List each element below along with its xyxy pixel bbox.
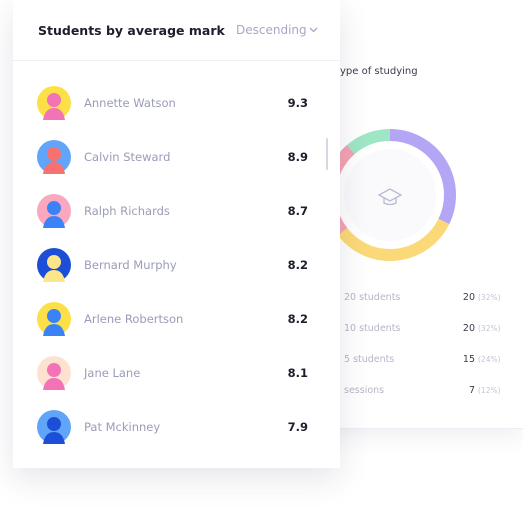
avatar-figure: [43, 324, 65, 336]
avatar: [37, 410, 71, 444]
student-name: Jane Lane: [84, 366, 141, 380]
avatar-figure: [43, 216, 65, 228]
student-name: Annette Watson: [84, 96, 176, 110]
type-row: 20 students 20 (32%): [320, 292, 523, 312]
student-name: Bernard Murphy: [84, 258, 177, 272]
type-share: (32%): [478, 324, 501, 333]
type-label: 5 students: [344, 354, 395, 365]
avatar-figure: [43, 108, 65, 120]
avatar-head: [47, 255, 61, 269]
student-name: Calvin Steward: [84, 150, 171, 164]
type-label: 20 students: [344, 292, 401, 303]
student-row: Arlene Robertson 8.2: [13, 292, 340, 346]
type-row: 10 students 20 (32%): [320, 323, 523, 343]
avatar-head: [47, 201, 61, 215]
card-title: Students by average mark: [38, 23, 225, 38]
avatar: [37, 140, 71, 174]
student-row: Jane Lane 8.1: [13, 346, 340, 400]
type-label: sessions: [344, 385, 385, 396]
student-name: Arlene Robertson: [84, 312, 184, 326]
avatar-head: [47, 309, 61, 323]
avatar-head: [47, 417, 61, 431]
avatar: [37, 356, 71, 390]
student-row: Bernard Murphy 8.2: [13, 238, 340, 292]
type-card: ype of studying 20 students 20 (32%) 10 stu…: [320, 0, 523, 429]
student-mark: 8.7: [287, 204, 308, 218]
student-row: Calvin Steward 8.9: [13, 130, 340, 184]
donut-segment: [389, 129, 456, 225]
type-row: 5 students 15 (24%): [320, 354, 523, 374]
student-mark: 8.9: [287, 150, 308, 164]
donut-segment: [337, 218, 450, 261]
type-count: 7: [468, 385, 475, 396]
card-header: Students by average mark Descending: [13, 0, 340, 61]
card-title: ype of studying: [340, 66, 418, 77]
type-count: 20: [462, 323, 475, 334]
type-share: (32%): [478, 293, 501, 302]
sort-dropdown[interactable]: Descending: [236, 23, 307, 37]
student-mark: 9.3: [287, 96, 308, 110]
type-label: 10 students: [344, 323, 401, 334]
avatar-head: [47, 363, 61, 377]
student-row: Ralph Richards 8.7: [13, 184, 340, 238]
avatar-figure: [43, 378, 65, 390]
student-mark: 8.2: [287, 258, 308, 272]
donut-inner: [344, 149, 436, 241]
scrollbar[interactable]: [326, 138, 328, 170]
student-row: Annette Watson 9.3: [13, 76, 340, 130]
student-name: Ralph Richards: [84, 204, 170, 218]
student-mark: 8.2: [287, 312, 308, 326]
chevron-icon[interactable]: [309, 27, 318, 33]
student-name: Pat Mckinney: [84, 420, 161, 434]
avatar: [37, 302, 71, 336]
avatar-figure: [43, 162, 65, 174]
donut-chart: [324, 129, 456, 261]
avatar-head: [47, 93, 61, 107]
type-row: sessions 7 (12%): [320, 385, 523, 405]
student-row: Pat Mckinney 7.9: [13, 400, 340, 454]
cap-icon: [377, 188, 403, 206]
avatar: [37, 248, 71, 282]
avatar: [37, 194, 71, 228]
avatar-head: [47, 147, 61, 161]
avatar: [37, 86, 71, 120]
donut-segment: [347, 129, 391, 155]
type-share: (12%): [478, 386, 501, 395]
type-count: 15: [462, 354, 475, 365]
type-share: (24%): [478, 355, 501, 364]
list-card: Students by average mark Descending Anne…: [13, 0, 340, 468]
avatar-figure: [43, 432, 65, 444]
student-mark: 7.9: [287, 420, 308, 434]
type-count: 20: [462, 292, 475, 303]
avatar-figure: [43, 270, 65, 282]
student-mark: 8.1: [287, 366, 308, 380]
